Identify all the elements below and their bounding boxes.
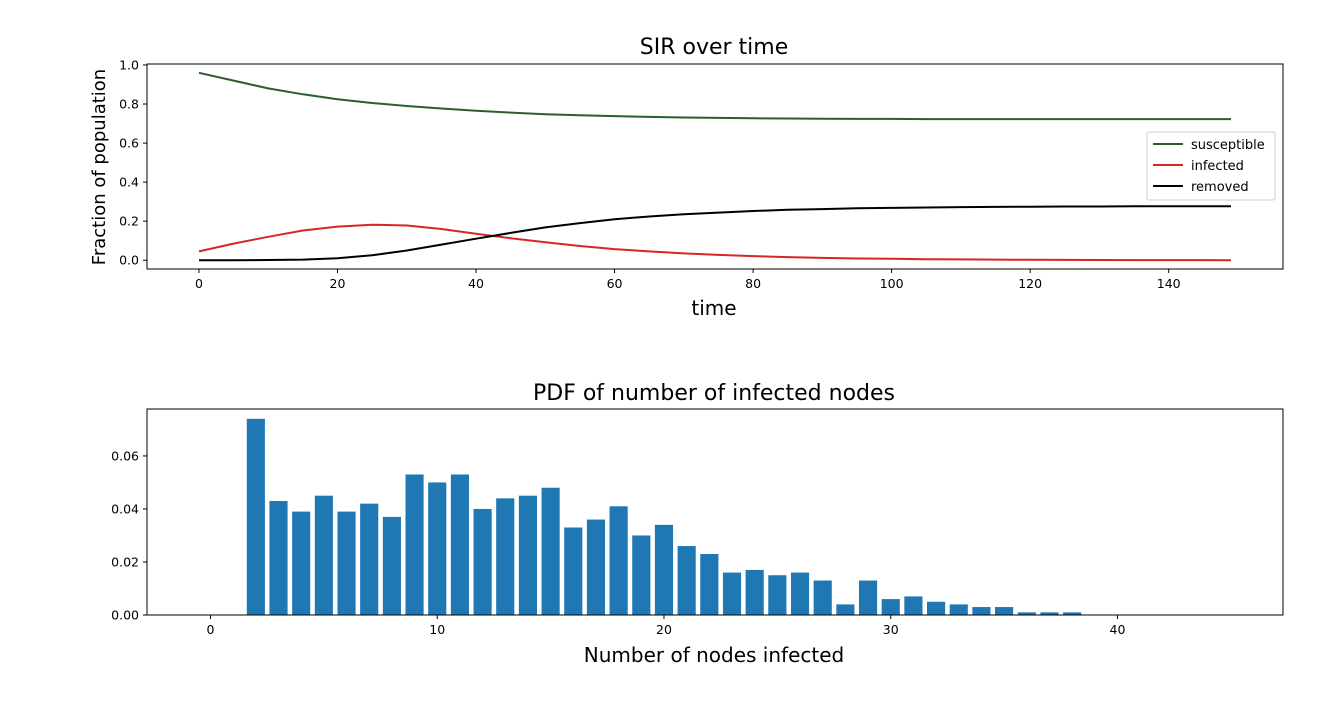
pdf-bar [496,498,515,615]
pdf-bar [609,506,628,615]
sir-x-tick-label: 80 [745,276,761,291]
pdf-bar [541,487,560,615]
legend-label-susceptible: susceptible [1191,138,1265,153]
pdf-bar [632,535,651,615]
sir-plot-frame [146,63,1284,270]
sir-chart-title: SIR over time [640,35,789,60]
series-line-infected [198,223,1232,262]
pdf-x-tick-label: 30 [883,622,899,637]
pdf-bar [654,524,674,615]
sir-y-tick-label: 0.6 [119,136,139,151]
pdf-bar [360,503,379,615]
sir-x-tick-label: 120 [1018,276,1042,291]
legend-label-infected: infected [1191,159,1244,174]
sir-y-tick-label: 0.4 [119,175,139,190]
pdf-bar [473,508,492,615]
pdf-bar [518,495,537,615]
pdf-bar [995,607,1014,615]
pdf-bar [790,572,810,615]
pdf-bar [564,527,583,615]
series-line-susceptible [198,71,1231,121]
pdf-bar [428,482,447,615]
pdf-y-tick-label: 0.04 [111,501,139,516]
sir-y-tick-label: 1.0 [119,57,139,72]
pdf-bar [858,580,878,615]
pdf-x-tick-label: 20 [656,622,672,637]
series-line-removed [199,205,1231,262]
pdf-bar [405,474,424,615]
pdf-bar [1040,612,1059,615]
sir-x-tick-label: 40 [468,276,484,291]
pdf-bar [269,501,288,615]
sir-legend: susceptible infected removed [1146,131,1276,201]
sir-x-tick-label: 140 [1157,276,1181,291]
sir-chart: SIR over time 0 20 40 60 80 100 120 140 0.0 0.2 0.… [89,35,1284,320]
pdf-axis-ticks: 0 10 20 30 40 0.00 0.02 0.04 0.06 [111,448,1125,637]
pdf-bar [700,554,719,615]
pdf-x-axis-label: Number of nodes infected [584,643,844,667]
pdf-bar [314,495,333,615]
sir-y-tick-label: 0.8 [119,97,139,112]
pdf-bar [949,604,968,615]
pdf-bar [450,474,469,615]
pdf-bar [972,607,991,615]
pdf-bar [881,599,900,615]
pdf-bar [722,572,742,615]
sir-x-axis-label: time [691,296,736,320]
sir-series-lines [198,71,1232,262]
pdf-bars [246,418,1082,615]
sir-x-tick-label: 20 [330,276,346,291]
pdf-chart: PDF of number of infected nodes 0 10 20 30 4… [111,381,1284,667]
legend-box [1146,131,1276,201]
sir-y-tick-label: 0.2 [119,214,139,229]
pdf-bar [904,596,923,615]
pdf-y-tick-label: 0.06 [111,448,139,463]
pdf-y-tick-label: 0.02 [111,554,139,569]
pdf-bar [1063,612,1082,615]
pdf-bar [836,604,855,615]
pdf-bar [677,546,696,615]
pdf-bar [337,511,356,615]
pdf-plot-frame [146,408,1284,616]
pdf-bar [745,569,764,615]
legend-label-removed: removed [1191,180,1249,195]
pdf-chart-title: PDF of number of infected nodes [533,381,895,406]
pdf-bar [382,516,401,615]
pdf-bar [768,575,787,615]
pdf-bar [292,511,311,615]
pdf-bar [1017,612,1036,615]
sir-y-tick-label: 0.0 [119,253,139,268]
pdf-bar [813,580,832,615]
pdf-bar [586,519,606,615]
pdf-x-tick-label: 0 [207,622,215,637]
sir-x-tick-label: 60 [607,276,623,291]
pdf-x-tick-label: 40 [1110,622,1126,637]
pdf-y-tick-label: 0.00 [111,608,139,623]
pdf-bar [927,601,946,615]
pdf-x-tick-label: 10 [429,622,445,637]
sir-x-tick-label: 0 [195,276,203,291]
sir-y-axis-label: Fraction of population [89,69,110,265]
sir-x-tick-label: 100 [880,276,904,291]
sir-axis-ticks: 0 20 40 60 80 100 120 140 0.0 0.2 0.4 0.6 0.8 1.0 [119,57,1181,291]
pdf-bar [246,418,265,615]
